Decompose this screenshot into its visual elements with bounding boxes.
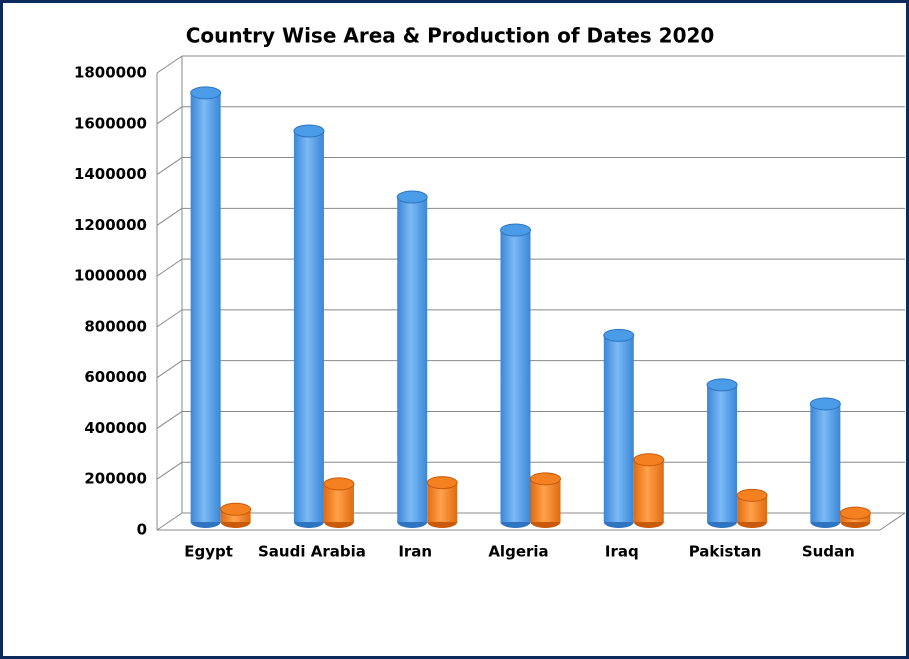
grid-line bbox=[156, 55, 183, 74]
y-tick-label: 400000 bbox=[84, 419, 147, 437]
bar-body bbox=[397, 197, 428, 522]
grid-line bbox=[156, 309, 183, 328]
y-tick-label: 1400000 bbox=[74, 165, 147, 183]
x-tick-label: Iran bbox=[398, 543, 432, 561]
grid-line bbox=[156, 106, 183, 125]
axis-line bbox=[879, 512, 906, 531]
bar bbox=[500, 223, 531, 528]
bar-top bbox=[809, 397, 841, 411]
x-tick-label: Sudan bbox=[802, 543, 855, 561]
grid-line bbox=[156, 461, 183, 480]
bar bbox=[293, 124, 325, 528]
bar-top bbox=[220, 502, 252, 516]
y-tick-label: 0 bbox=[137, 521, 147, 539]
bar-top bbox=[530, 472, 561, 486]
x-tick-label: Egypt bbox=[184, 543, 233, 561]
bar-body bbox=[810, 403, 841, 522]
bar-body bbox=[190, 92, 221, 522]
grid-line bbox=[156, 157, 183, 175]
bar-body bbox=[293, 131, 324, 522]
x-tick-label: Saudi Arabia bbox=[258, 543, 366, 561]
bar bbox=[323, 477, 355, 528]
bar bbox=[839, 506, 871, 528]
bar-top bbox=[323, 477, 355, 491]
bar-top bbox=[839, 506, 871, 520]
bar bbox=[809, 397, 841, 528]
chart-title: Country Wise Area & Production of Dates … bbox=[186, 24, 715, 48]
bar-top bbox=[190, 86, 222, 100]
bar bbox=[633, 453, 665, 528]
bar bbox=[530, 472, 561, 528]
x-tick-label: Algeria bbox=[488, 543, 548, 561]
x-tick-label: Iraq bbox=[605, 543, 639, 561]
bar-body bbox=[707, 384, 738, 522]
grid-line bbox=[156, 512, 183, 531]
bar bbox=[706, 378, 738, 528]
bar-top bbox=[736, 488, 768, 502]
bar-top bbox=[396, 190, 428, 204]
grid-line bbox=[156, 258, 183, 277]
y-tick-label: 600000 bbox=[84, 368, 147, 386]
grid-line bbox=[156, 360, 183, 379]
bar-top bbox=[500, 223, 531, 237]
y-tick-label: 1600000 bbox=[74, 114, 147, 132]
bar-top bbox=[293, 124, 325, 138]
y-tick-label: 1800000 bbox=[74, 64, 147, 82]
bar bbox=[396, 190, 428, 528]
bar bbox=[426, 476, 458, 528]
bar bbox=[736, 488, 768, 528]
x-tick-label: Pakistan bbox=[689, 543, 762, 561]
bar-top bbox=[706, 378, 738, 392]
y-tick-label: 800000 bbox=[84, 317, 147, 335]
bar-top bbox=[603, 328, 635, 342]
y-tick-label: 1200000 bbox=[74, 216, 147, 234]
grid-line bbox=[156, 411, 183, 429]
y-tick-label: 200000 bbox=[84, 470, 147, 488]
bar-body bbox=[530, 478, 561, 522]
bar-top bbox=[633, 453, 665, 467]
bar bbox=[603, 328, 635, 528]
bar bbox=[190, 86, 222, 528]
bar bbox=[220, 502, 252, 528]
bar-top bbox=[426, 476, 458, 490]
grid-line bbox=[156, 207, 183, 226]
y-tick-label: 1000000 bbox=[74, 267, 147, 285]
bar-body bbox=[427, 482, 458, 522]
bar-body bbox=[633, 459, 664, 522]
bar-body bbox=[500, 230, 531, 522]
bar-body bbox=[603, 335, 634, 522]
